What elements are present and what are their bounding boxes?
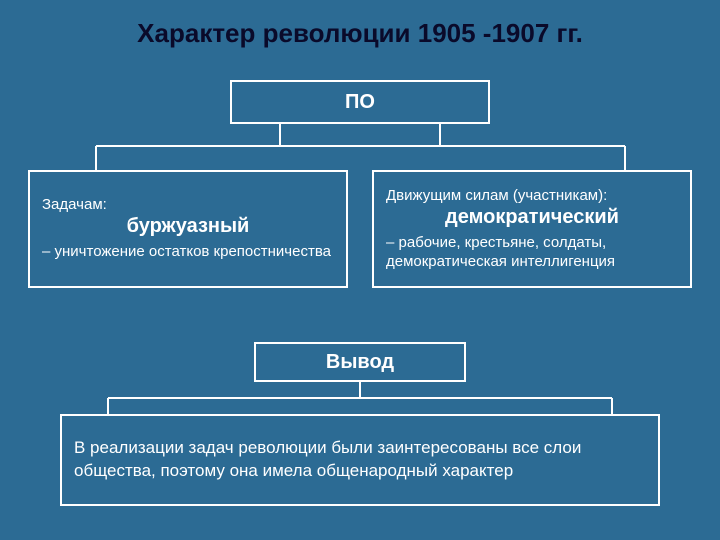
conclusion-label-box: Вывод	[254, 342, 466, 382]
conclusion-text: В реализации задач революции были заинте…	[74, 437, 646, 483]
left-desc: – уничтожение остатков крепостничества	[42, 242, 334, 262]
conclusion-box: В реализации задач революции были заинте…	[60, 414, 660, 506]
left-label: Задачам:	[42, 196, 334, 213]
right-desc: – рабочие, крестьяне, солдаты, демократи…	[386, 233, 678, 272]
right-box: Движущим силам (участникам): демократиче…	[372, 170, 692, 288]
left-term: буржуазный	[42, 215, 334, 238]
center-box: ПО	[230, 80, 490, 124]
conclusion-label: Вывод	[326, 351, 394, 374]
page-title: Характер революции 1905 -1907 гг.	[0, 18, 720, 49]
right-term: демократический	[386, 206, 678, 229]
center-label: ПО	[345, 91, 375, 114]
left-box: Задачам: буржуазный – уничтожение остатк…	[28, 170, 348, 288]
right-label: Движущим силам (участникам):	[386, 187, 678, 204]
